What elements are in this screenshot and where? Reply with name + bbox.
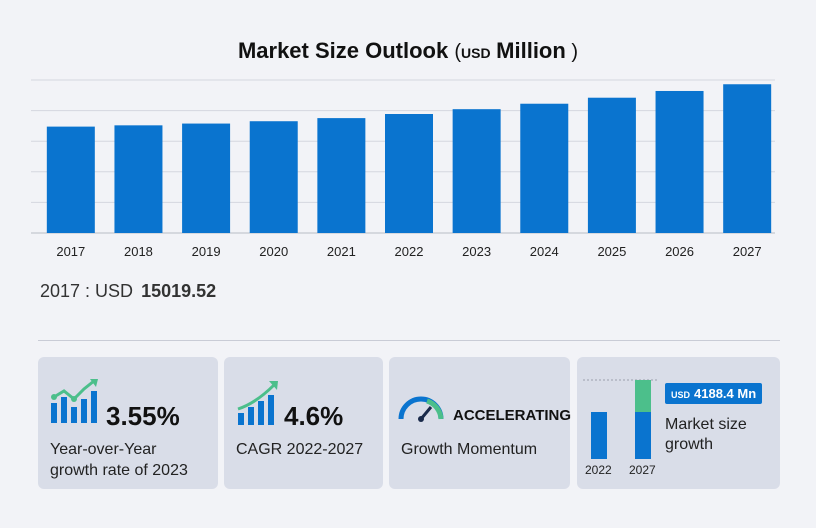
gauge-icon xyxy=(398,396,444,422)
chart-title: Market Size Outlook (USD Million ) xyxy=(0,38,816,64)
cagr-label: CAGR 2022-2027 xyxy=(236,441,364,458)
growth-card: 2022 2027 USD 4188.4 Mn Market size growt… xyxy=(577,357,780,489)
bar-2020 xyxy=(249,121,298,233)
mini-year-end: 2027 xyxy=(629,463,656,477)
growth-badge-value: 4188.4 Mn xyxy=(694,386,757,401)
mini-bar-2027-growth xyxy=(635,380,651,412)
bar-2018 xyxy=(114,125,163,233)
yoy-label-line2: growth rate of 2023 xyxy=(50,462,188,479)
title-main: Market Size Outlook xyxy=(237,38,449,63)
bar-2021 xyxy=(317,118,366,233)
bar-2022 xyxy=(385,114,433,233)
base-year-readout: 2017 : USD 15019.52 xyxy=(40,281,216,302)
momentum-value: ACCELERATING xyxy=(453,407,572,424)
x-tick-label: 2026 xyxy=(665,244,694,259)
bar-2026 xyxy=(655,90,704,234)
cagr-card: 4.6% CAGR 2022-2027 xyxy=(224,357,383,489)
mini-year-start: 2022 xyxy=(585,463,612,477)
x-tick-label: 2027 xyxy=(733,244,762,259)
mini-bar-2027-base xyxy=(635,412,651,459)
bar-2023 xyxy=(452,109,501,233)
trend-up-icon xyxy=(237,381,278,425)
bar-2027 xyxy=(723,84,772,233)
base-year-label: 2017 : USD xyxy=(40,281,134,301)
bar-2019 xyxy=(182,123,231,233)
x-tick-label: 2018 xyxy=(124,244,153,259)
title-paren-open: ( xyxy=(454,41,462,63)
title-paren-close: ) xyxy=(571,41,579,63)
x-tick-label: 2023 xyxy=(462,244,491,259)
bar-2017 xyxy=(46,126,95,233)
growth-label-line1: Market size xyxy=(665,416,747,433)
growth-chart-icon xyxy=(51,379,98,423)
x-tick-label: 2021 xyxy=(327,244,356,259)
yoy-card: 3.55% Year-over-Year growth rate of 2023 xyxy=(38,357,218,489)
cagr-value: 4.6% xyxy=(284,401,344,431)
x-tick-label: 2022 xyxy=(395,244,424,259)
title-unit: USD xyxy=(461,45,491,61)
growth-mini-chart xyxy=(583,379,659,459)
x-tick-label: 2025 xyxy=(597,244,626,259)
title-unit-word: Million xyxy=(496,38,566,63)
mini-bar-2022 xyxy=(591,412,607,459)
yoy-value: 3.55% xyxy=(106,401,180,431)
x-tick-label: 2019 xyxy=(192,244,221,259)
bar-2025 xyxy=(587,97,636,233)
x-tick-label: 2017 xyxy=(56,244,85,259)
momentum-label: Growth Momentum xyxy=(401,441,538,458)
momentum-card: ACCELERATING Growth Momentum xyxy=(389,357,572,489)
growth-badge: USD 4188.4 Mn xyxy=(665,383,763,404)
base-year-value: 15019.52 xyxy=(141,281,217,301)
section-divider xyxy=(38,340,780,341)
bar-2024 xyxy=(520,103,569,234)
yoy-label-line1: Year-over-Year xyxy=(50,441,157,458)
x-tick-label: 2020 xyxy=(259,244,288,259)
bar-chart: 2017 2018 2019 2020 2021 2022 2023 2024 2025 2026… xyxy=(31,79,775,259)
x-tick-label: 2024 xyxy=(530,244,559,259)
growth-badge-unit: USD xyxy=(671,390,691,400)
title-unit-group: (USD Million ) xyxy=(454,38,579,63)
growth-label-line2: growth xyxy=(665,436,714,453)
